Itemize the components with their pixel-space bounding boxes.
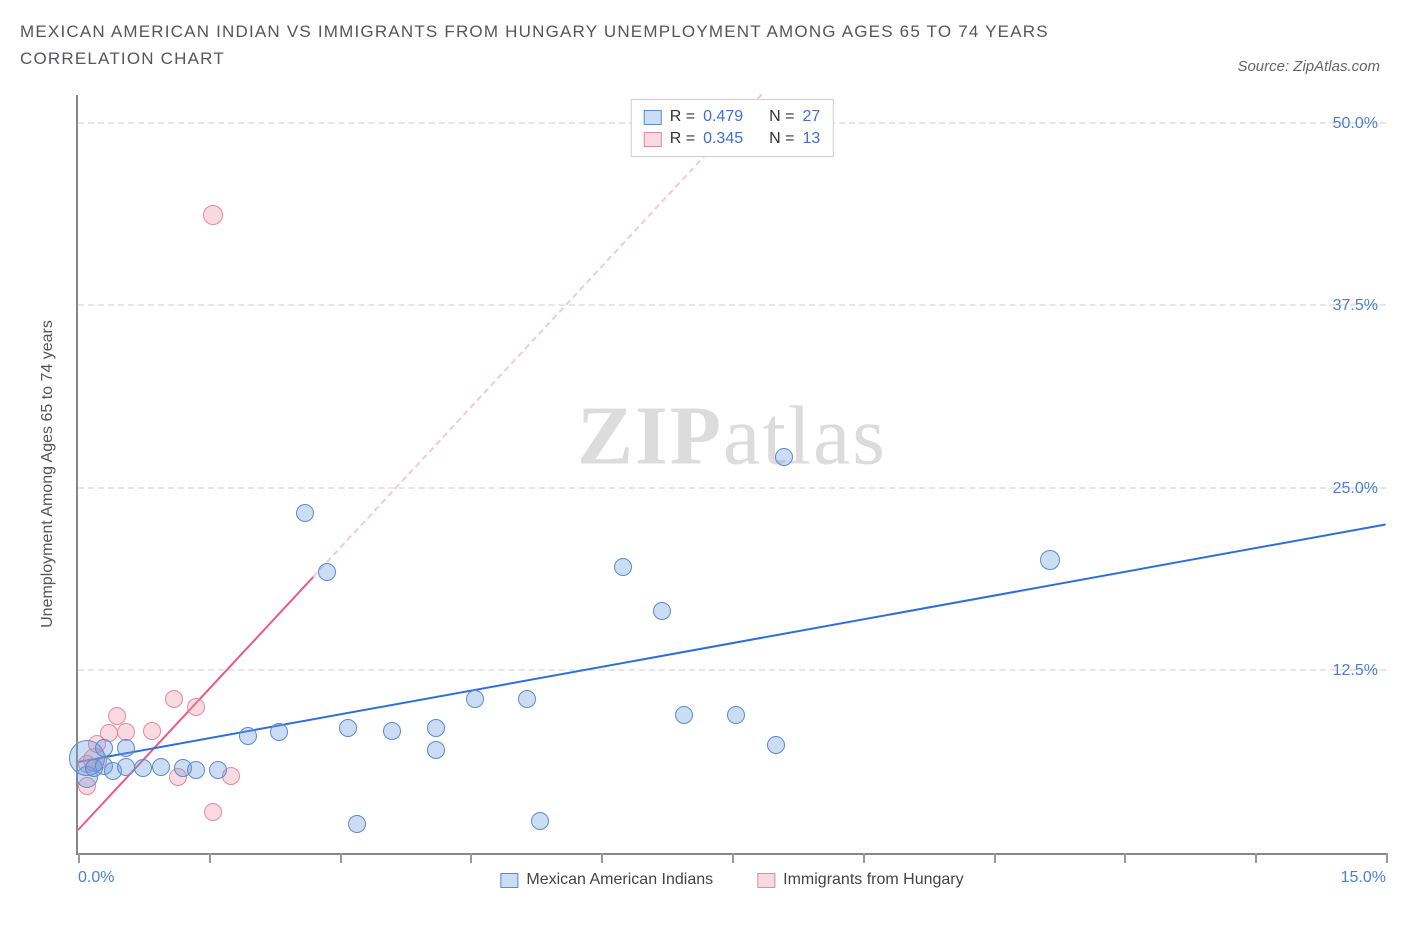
legend-stats-row-b: R = 0.345 N = 13 [644, 128, 821, 150]
x-tick [340, 853, 342, 863]
y-tick-label: 37.5% [1333, 297, 1378, 315]
data-point [209, 761, 227, 779]
legend-series-box: Mexican American Indians Immigrants from… [500, 871, 963, 889]
legend-swatch-a-bottom [500, 873, 518, 888]
data-point [203, 205, 223, 225]
plot-area: Unemployment Among Ages 65 to 74 years Z… [76, 95, 1386, 855]
source-attribution: Source: ZipAtlas.com [1237, 58, 1380, 75]
x-tick-label: 15.0% [1341, 869, 1386, 887]
legend-series-a: Mexican American Indians [500, 871, 713, 889]
data-point [239, 727, 257, 745]
legend-R-label: R = [670, 106, 695, 128]
y-axis-label: Unemployment Among Ages 65 to 74 years [39, 320, 57, 628]
x-tick [470, 853, 472, 863]
x-tick [1255, 853, 1257, 863]
legend-stats-row-a: R = 0.479 N = 27 [644, 106, 821, 128]
x-tick [1386, 853, 1388, 863]
trend-line [313, 93, 764, 577]
data-point [1040, 550, 1060, 570]
legend-swatch-b-bottom [757, 873, 775, 888]
legend-R-label-b: R = [670, 128, 695, 150]
x-tick [601, 853, 603, 863]
data-point [466, 690, 484, 708]
data-point [270, 723, 288, 741]
legend-series-b-label: Immigrants from Hungary [783, 871, 964, 889]
data-point [117, 758, 135, 776]
chart-title: MEXICAN AMERICAN INDIAN VS IMMIGRANTS FR… [20, 18, 1140, 72]
y-tick-label: 12.5% [1333, 662, 1378, 680]
data-point [348, 815, 366, 833]
legend-N-label-b: N = [769, 128, 794, 150]
data-point [117, 739, 135, 757]
legend-stats-box: R = 0.479 N = 27 R = 0.345 N = 13 [631, 99, 834, 157]
gridline [78, 304, 1386, 306]
data-point [518, 690, 536, 708]
legend-b-R: 0.345 [703, 128, 743, 150]
x-tick [732, 853, 734, 863]
x-tick [863, 853, 865, 863]
data-point [165, 690, 183, 708]
data-point [204, 803, 222, 821]
chart-container: Unemployment Among Ages 65 to 74 years Z… [20, 95, 1386, 910]
legend-N-label: N = [769, 106, 794, 128]
gridline [78, 669, 1386, 671]
gridline [78, 487, 1386, 489]
data-point [675, 706, 693, 724]
data-point [427, 741, 445, 759]
data-point [187, 761, 205, 779]
y-tick-label: 25.0% [1333, 480, 1378, 498]
data-point [767, 736, 785, 754]
x-tick-label: 0.0% [78, 869, 114, 887]
legend-a-R: 0.479 [703, 106, 743, 128]
data-point [653, 602, 671, 620]
x-tick [209, 853, 211, 863]
data-point [531, 812, 549, 830]
data-point [339, 719, 357, 737]
x-tick [1124, 853, 1126, 863]
legend-series-b: Immigrants from Hungary [757, 871, 964, 889]
data-point [614, 558, 632, 576]
y-tick-label: 50.0% [1333, 115, 1378, 133]
legend-a-N: 27 [802, 106, 820, 128]
plot-inner: 12.5%25.0%37.5%50.0%0.0%15.0% [78, 95, 1386, 853]
data-point [134, 759, 152, 777]
legend-series-a-label: Mexican American Indians [526, 871, 713, 889]
data-point [318, 563, 336, 581]
data-point [383, 722, 401, 740]
x-tick [78, 853, 80, 863]
data-point [427, 719, 445, 737]
x-tick [994, 853, 996, 863]
data-point [152, 758, 170, 776]
data-point [95, 739, 113, 757]
data-point [727, 706, 745, 724]
data-point [296, 504, 314, 522]
data-point [143, 722, 161, 740]
data-point [187, 698, 205, 716]
data-point [775, 448, 793, 466]
legend-swatch-a [644, 110, 662, 125]
legend-b-N: 13 [802, 128, 820, 150]
legend-swatch-b [644, 132, 662, 147]
